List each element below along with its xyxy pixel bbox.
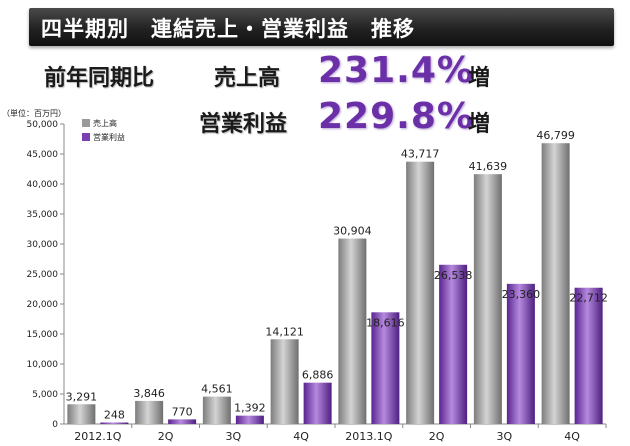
sales-bar bbox=[541, 143, 570, 424]
sales-data-label: 4,561 bbox=[201, 383, 233, 396]
sales-bar bbox=[270, 339, 299, 424]
profit-data-label: 18,616 bbox=[366, 316, 405, 329]
profit-bar bbox=[574, 287, 603, 424]
title-bar: 四半期別 連結売上・営業利益 推移 bbox=[29, 8, 614, 46]
profit-data-label: 1,392 bbox=[234, 402, 266, 415]
y-tick-label: 50,000 bbox=[27, 120, 59, 130]
y-tick-label: 0 bbox=[52, 420, 58, 430]
sales-data-label: 46,799 bbox=[536, 129, 575, 142]
y-tick-label: 40,000 bbox=[27, 180, 59, 190]
sales-bar bbox=[67, 404, 96, 424]
y-tick-label: 20,000 bbox=[27, 300, 59, 310]
x-tick-label: 3Q bbox=[226, 430, 242, 443]
legend-label-sales: 売上高 bbox=[93, 118, 117, 128]
profit-data-label: 770 bbox=[172, 405, 193, 418]
profit-data-label: 26,538 bbox=[434, 269, 473, 282]
sales-data-label: 41,639 bbox=[469, 160, 508, 173]
sales-growth-value: 231.4% bbox=[318, 50, 474, 91]
sales-bar bbox=[473, 174, 502, 424]
profit-data-label: 248 bbox=[104, 409, 125, 422]
profit-bar bbox=[303, 382, 332, 424]
period-label: 前年同期比 bbox=[44, 66, 155, 91]
x-tick-label: 2Q bbox=[158, 430, 174, 443]
x-tick-label: 2Q bbox=[429, 430, 445, 443]
y-tick-label: 10,000 bbox=[27, 360, 59, 370]
y-tick-label: 45,000 bbox=[27, 150, 59, 160]
unit-label: （単位：百万円） bbox=[2, 109, 66, 118]
sales-data-label: 3,291 bbox=[66, 390, 98, 403]
sales-data-label: 3,846 bbox=[133, 387, 165, 400]
sales-data-label: 14,121 bbox=[265, 325, 304, 338]
sales-bar bbox=[338, 238, 367, 424]
sales-growth-suffix: 増 bbox=[468, 66, 491, 91]
profit-growth-suffix: 増 bbox=[468, 112, 491, 137]
x-tick-label: 3Q bbox=[497, 430, 513, 443]
x-tick-label: 4Q bbox=[564, 430, 580, 443]
legend-swatch-profit bbox=[82, 133, 90, 141]
x-tick-label: 2013.1Q bbox=[345, 430, 392, 443]
page-title: 四半期別 連結売上・営業利益 推移 bbox=[41, 17, 415, 41]
y-tick-label: 35,000 bbox=[27, 210, 59, 220]
profit-bar bbox=[235, 415, 264, 424]
sales-bar bbox=[406, 161, 435, 424]
profit-bar bbox=[371, 312, 400, 424]
profit-bar bbox=[506, 283, 535, 424]
profit-label: 営業利益 bbox=[199, 112, 288, 137]
legend-label-profit: 営業利益 bbox=[93, 132, 125, 142]
legend-swatch-sales bbox=[82, 119, 90, 127]
x-tick-label: 4Q bbox=[293, 430, 309, 443]
profit-data-label: 23,360 bbox=[502, 288, 541, 301]
profit-bar bbox=[100, 422, 129, 424]
sales-data-label: 43,717 bbox=[401, 148, 440, 161]
y-tick-label: 5,000 bbox=[32, 390, 58, 400]
sales-bar bbox=[202, 396, 231, 424]
sales-label: 売上高 bbox=[214, 66, 281, 91]
profit-data-label: 6,886 bbox=[302, 369, 334, 382]
y-tick-label: 25,000 bbox=[27, 270, 59, 280]
sales-bar bbox=[135, 400, 164, 424]
profit-growth-value: 229.8% bbox=[318, 96, 474, 137]
y-tick-label: 15,000 bbox=[27, 330, 59, 340]
profit-bar bbox=[439, 264, 468, 424]
sales-data-label: 30,904 bbox=[333, 225, 372, 238]
y-tick-label: 30,000 bbox=[27, 240, 59, 250]
profit-data-label: 22,712 bbox=[569, 292, 608, 305]
x-tick-label: 2012.1Q bbox=[74, 430, 121, 443]
profit-bar bbox=[168, 419, 197, 424]
